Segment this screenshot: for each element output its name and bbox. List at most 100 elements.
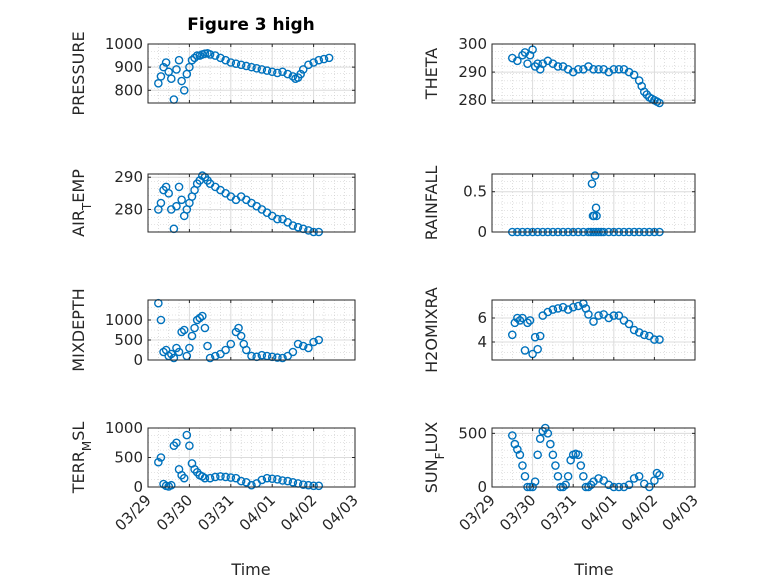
data-point <box>591 203 601 213</box>
x-tick-label: 04/03 <box>659 491 702 534</box>
data-point <box>179 473 189 483</box>
data-point <box>298 65 308 74</box>
data-point <box>156 315 166 325</box>
y-tick-label: 800 <box>114 81 143 99</box>
data-point <box>507 330 517 340</box>
data-point <box>520 471 530 481</box>
data-point <box>604 313 614 323</box>
data-point <box>236 331 246 341</box>
data-point <box>154 457 163 467</box>
subplot-3: 280 290 AIRTEMP <box>69 168 356 237</box>
data-point <box>177 76 186 86</box>
data-point <box>179 85 189 95</box>
data-point <box>166 74 176 84</box>
data-point <box>543 429 553 438</box>
data-point <box>314 55 324 65</box>
data-point <box>553 471 563 481</box>
y-tick-label: 280 <box>458 91 487 109</box>
data-point <box>525 316 535 325</box>
data-point <box>293 339 303 349</box>
data-series <box>154 298 324 363</box>
data-point <box>210 472 220 482</box>
axes-box <box>147 173 356 233</box>
data-point <box>216 53 225 63</box>
data-point <box>592 211 601 221</box>
figure-title: Figure 3 high <box>187 15 315 35</box>
data-point <box>298 341 308 351</box>
data-point <box>236 476 246 486</box>
data-point <box>257 65 267 74</box>
data-point <box>187 331 197 341</box>
y-tick-label: 900 <box>114 58 143 76</box>
data-point <box>513 313 522 323</box>
data-point <box>177 195 186 205</box>
axes-box <box>147 299 356 361</box>
axes-box <box>491 173 696 233</box>
data-point <box>533 344 542 354</box>
x-tick-label: 03/31 <box>537 491 580 534</box>
subplot-8: 0 500 SUNFLUX 03/2903/3003/3104/0104/0204/0… <box>422 422 702 535</box>
x-tick-label: 04/02 <box>277 491 320 534</box>
data-point <box>614 64 624 74</box>
y-tick-label: 0 <box>477 478 487 496</box>
y-tick-label: 6 <box>477 309 487 327</box>
data-point <box>553 62 563 71</box>
data-point <box>589 317 598 326</box>
data-point <box>187 55 197 65</box>
data-point <box>231 59 241 68</box>
data-point <box>609 311 619 320</box>
data-point <box>614 311 624 320</box>
data-point <box>205 50 215 59</box>
y-tick-label: 0.5 <box>463 183 487 201</box>
data-point <box>304 343 313 353</box>
data-point <box>520 346 530 355</box>
data-point <box>573 301 583 311</box>
data-point <box>257 475 267 485</box>
subplot-7: 0 500 1000 TERRMSL 03/2903/3003/3104/0104/02… <box>69 419 362 534</box>
x-axis-label-right: Time <box>573 560 613 579</box>
y-tick-label: 0 <box>133 351 143 369</box>
data-point <box>288 221 298 230</box>
minor-grid <box>492 300 695 360</box>
data-point <box>221 55 230 65</box>
y-axis-label: MIXDEPTH <box>69 288 88 371</box>
y-tick-label: 0 <box>477 223 487 241</box>
data-point <box>298 480 308 489</box>
data-point <box>273 353 282 362</box>
data-point <box>594 311 603 320</box>
data-point <box>262 473 272 483</box>
data-point <box>563 471 573 481</box>
y-axis-label: THETA <box>422 48 441 100</box>
data-point <box>283 69 293 79</box>
data-point <box>548 450 558 460</box>
data-point <box>216 472 225 481</box>
data-point <box>242 61 251 71</box>
data-point <box>579 471 588 481</box>
data-point <box>278 353 287 363</box>
data-point <box>624 319 634 329</box>
subplot-4: 0 0.5 RAINFALL <box>422 166 696 241</box>
data-point <box>533 450 542 460</box>
data-series <box>507 45 664 108</box>
y-tick-label: 1000 <box>105 419 143 437</box>
data-point <box>288 72 298 81</box>
data-point <box>629 325 639 335</box>
data-point <box>563 305 573 314</box>
data-point <box>634 328 644 337</box>
x-tick-label: 04/01 <box>577 491 620 534</box>
data-point <box>319 54 329 64</box>
data-point <box>530 332 540 342</box>
y-axis-label: H2OMIXRA <box>422 287 441 373</box>
data-point <box>200 473 210 483</box>
data-point <box>518 461 527 470</box>
y-axis-label: TERRMSL <box>69 422 94 495</box>
y-tick-label: 4 <box>477 333 487 351</box>
data-point <box>304 480 313 490</box>
data-point <box>314 481 324 491</box>
data-point <box>594 64 603 74</box>
data-point <box>594 474 603 483</box>
data-point <box>252 63 261 73</box>
data-series <box>154 171 324 237</box>
data-point <box>156 72 166 81</box>
data-point <box>278 67 287 77</box>
